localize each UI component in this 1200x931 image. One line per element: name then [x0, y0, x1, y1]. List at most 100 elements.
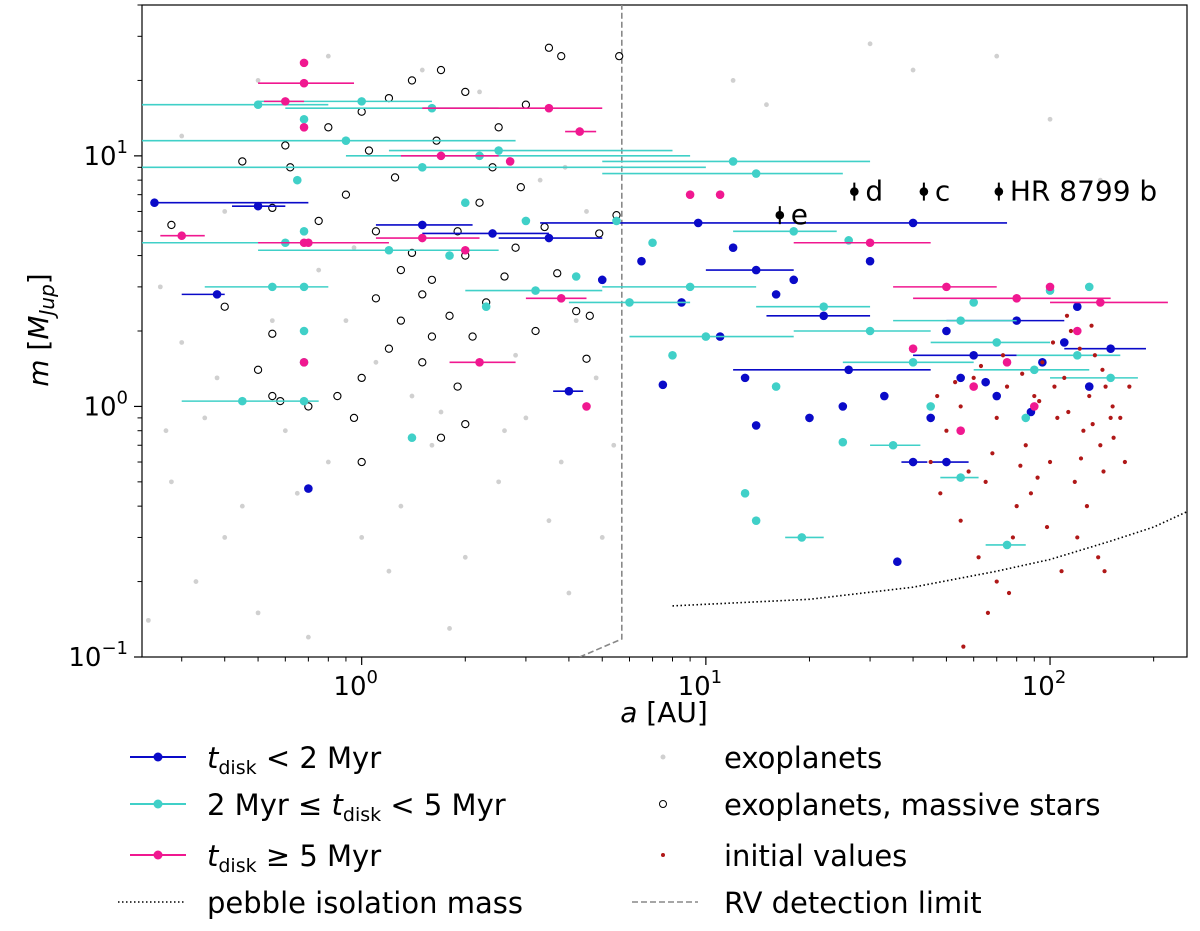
exoplanet-point: [462, 554, 468, 560]
exoplanet-point: [193, 579, 199, 584]
series-0-point: [865, 256, 875, 266]
series-0-point: [908, 218, 918, 228]
hr8799-point: [775, 210, 785, 220]
hr8799-layer: e d c HR 8799 b: [775, 175, 1157, 231]
series-1-point: [292, 175, 302, 185]
series-2-point: [281, 97, 290, 106]
exoplanet-point: [305, 634, 311, 640]
hr8799-point: [919, 187, 929, 196]
massive-star-exoplanet-point: [390, 173, 400, 182]
massive-star-exoplanet-point: [461, 87, 470, 97]
exoplanet-point: [255, 78, 261, 83]
series-2-point: [299, 78, 309, 88]
initial-value-point: [1010, 535, 1015, 540]
series-1-point: [701, 332, 711, 341]
series-1-point: [1021, 413, 1031, 423]
series-2-point: [417, 233, 427, 243]
exoplanet-point: [513, 352, 518, 358]
legend-entry-massive: exoplanets, massive stars: [659, 788, 1101, 822]
series-0-point: [926, 413, 935, 423]
series-0-point: [969, 350, 978, 360]
exoplanet-point: [429, 442, 435, 448]
plot-area: [141, 4, 1188, 658]
svg-text:tdisk ≥ 5 Myr: tdisk ≥ 5 Myr: [207, 839, 381, 877]
series-1-point: [299, 114, 309, 124]
exoplanet-point: [255, 610, 261, 616]
series-0-point: [942, 326, 951, 336]
hr8799-label: HR 8799 b: [1010, 175, 1157, 208]
x-axis-label: a [AU]: [620, 696, 708, 729]
exoplanet-point: [325, 459, 331, 465]
series-1-point: [253, 100, 263, 110]
svg-text:initial values: initial values: [724, 839, 907, 873]
initial-value-point: [1077, 346, 1082, 351]
series-0-point: [981, 377, 990, 387]
series-2-point: [582, 402, 591, 411]
legend: tdisk < 2 Myr 2 Myr ≤ tdisk < 5 Myr tdis…: [118, 741, 1101, 920]
initial-value-point: [966, 469, 971, 474]
massive-star-exoplanet-point: [371, 294, 381, 303]
initial-value-point: [938, 491, 943, 496]
massive-star-exoplanet-point: [531, 326, 540, 336]
massive-star-exoplanet-point: [304, 402, 313, 411]
series-0-point: [544, 233, 554, 243]
series-0-point: [150, 198, 159, 208]
exoplanet-point: [438, 409, 444, 415]
series-1-point: [299, 226, 309, 236]
series-1-point: [668, 350, 677, 360]
series-1-point: [926, 402, 935, 411]
exoplanet-point: [566, 590, 572, 596]
massive-star-exoplanet-point: [585, 311, 594, 320]
series-2-point: [299, 123, 309, 132]
exoplanets-layer: [145, 41, 1103, 640]
exoplanet-point: [599, 535, 605, 540]
initial-value-point: [1103, 384, 1108, 389]
massive-star-exoplanet-point: [418, 290, 427, 299]
initial-value-point: [1047, 459, 1053, 465]
massive-star-exoplanet-point: [494, 123, 503, 132]
massive-star-exoplanet-point: [468, 332, 477, 341]
series-1-point: [956, 316, 965, 325]
exoplanet-point: [764, 102, 769, 108]
initial-value-point: [990, 451, 995, 456]
series-0-point: [728, 243, 738, 253]
series-1-point: [494, 146, 503, 155]
y-tick-label: 10−1: [68, 638, 128, 673]
massive-star-exoplanet-point: [615, 51, 624, 61]
series-1-point: [417, 163, 427, 172]
massive-star-exoplanet-point: [427, 275, 437, 285]
series-0-point: [838, 402, 848, 411]
series-2-point: [475, 358, 484, 367]
massive-star-exoplanet-point: [349, 413, 359, 423]
series-2-point: [575, 127, 585, 136]
massive-star-exoplanet-point: [500, 272, 509, 281]
series-2-point: [505, 157, 515, 166]
series-0-point: [253, 201, 263, 211]
svg-text:exoplanets, massive stars: exoplanets, massive stars: [724, 788, 1101, 822]
exoplanet-point: [447, 626, 452, 631]
initial-value-point: [1032, 393, 1037, 399]
initial-value-point: [1108, 415, 1113, 420]
series-0-point: [751, 265, 761, 275]
initial-value-point: [1101, 469, 1106, 474]
exoplanet-point: [169, 479, 174, 485]
rv-limit-layer: [579, 5, 623, 657]
initial-value-point: [1006, 590, 1012, 596]
massive-star-exoplanet-point: [475, 198, 484, 207]
massive-star-exoplanet-point: [445, 311, 454, 320]
exoplanet-point: [179, 340, 185, 345]
exoplanet-point: [611, 442, 617, 448]
series-0-point: [417, 220, 427, 230]
massive-star-exoplanet-point: [407, 248, 417, 258]
initial-value-point: [1052, 384, 1057, 389]
series-2-point: [1072, 326, 1082, 336]
initial-value-point: [1023, 443, 1028, 448]
exoplanet-point: [163, 428, 169, 434]
initial-value-point: [1111, 435, 1116, 440]
initial-value-point: [1035, 475, 1040, 480]
y-axis-label: m [MJup]: [22, 273, 59, 387]
massive-stars-layer: [167, 43, 624, 467]
massive-star-exoplanet-point: [333, 391, 342, 401]
exoplanet-point: [558, 459, 564, 465]
series-2-point: [304, 238, 313, 248]
